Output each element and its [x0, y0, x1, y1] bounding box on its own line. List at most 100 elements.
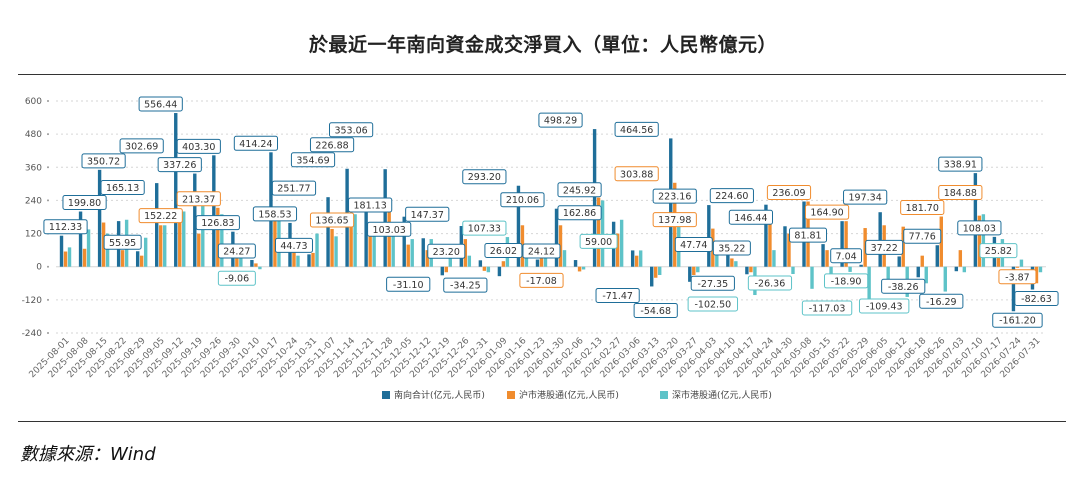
data-label: 181.13 [348, 197, 393, 213]
data-label-box [998, 269, 1037, 285]
data-label-box [462, 220, 507, 236]
data-label-box [103, 234, 142, 250]
bar-sz [962, 266, 967, 273]
data-label-box [538, 112, 583, 128]
data-label: 24.12 [522, 243, 561, 259]
data-label: 199.80 [62, 195, 107, 211]
bar-sh [787, 233, 791, 267]
bar-sz [315, 233, 319, 267]
data-label-box [405, 206, 450, 222]
bar-total [592, 129, 597, 267]
data-label: -161.20 [992, 312, 1043, 328]
data-label-box [881, 278, 926, 294]
data-label: 556.44 [138, 96, 183, 112]
data-label: -109.43 [858, 298, 910, 314]
data-label: 81.81 [789, 227, 828, 243]
data-label-text: -38.26 [888, 282, 919, 293]
data-label: 103.03 [367, 221, 412, 237]
data-label-text: 210.06 [506, 195, 539, 206]
legend-item: 南向合计(亿元,人民币) [382, 389, 485, 401]
bar-sz [696, 266, 700, 273]
data-label-box [274, 237, 313, 253]
data-label: -54.68 [633, 302, 678, 318]
data-label-box [938, 156, 983, 172]
bar-sh [596, 197, 601, 267]
bar-sh [749, 266, 753, 273]
data-label-text: 35.22 [718, 243, 745, 254]
data-label-text: 224.60 [715, 191, 748, 202]
bar-sh [254, 263, 258, 267]
y-tick-label: -120 [22, 296, 43, 306]
bar-sh [368, 236, 372, 267]
data-label-box [557, 182, 602, 198]
bar-sh [235, 255, 239, 267]
bar-total [497, 266, 502, 277]
data-label-text: 81.81 [794, 231, 821, 242]
bar-total [250, 260, 254, 267]
x-axis: 2025-08-012025-08-082025-08-152025-08-22… [28, 336, 1043, 380]
data-label-text: -54.68 [640, 306, 671, 317]
bar-sh [558, 225, 563, 267]
data-label: 24.27 [217, 243, 256, 259]
y-tick-label: 480 [25, 130, 42, 140]
data-label: 354.69 [290, 152, 336, 168]
source-note: 數據來源：Wind [20, 444, 156, 465]
bar-total [440, 266, 444, 276]
bar-total [212, 155, 216, 267]
bar-sh [920, 255, 924, 267]
bar-sh [101, 222, 106, 267]
data-label-text: 77.76 [909, 232, 936, 243]
bar-sz [600, 200, 605, 267]
data-label-text: 181.70 [906, 203, 939, 214]
data-label-text: 414.24 [239, 139, 272, 150]
data-label-box [919, 293, 964, 309]
data-label-text: 126.83 [201, 218, 234, 229]
bar-sh [844, 221, 848, 267]
data-label-text: 226.88 [315, 140, 348, 151]
y-axis: 600 480 360 240 120 0 -120 -240 [22, 97, 49, 339]
bar-sz [486, 266, 491, 273]
bar-sz [391, 225, 395, 267]
data-label: 77.76 [903, 228, 942, 244]
legend-label: 沪市港股通(亿元,人民币) [519, 389, 619, 401]
bar-total [402, 216, 406, 267]
bar-sh [977, 215, 982, 267]
data-label-box [443, 277, 488, 293]
bar-total [707, 205, 711, 267]
data-label-box [233, 135, 279, 151]
bar-total [840, 221, 844, 267]
bar-sh [1034, 266, 1039, 284]
data-label: 158.53 [252, 206, 298, 222]
data-label-box [865, 239, 904, 255]
bar-sh [463, 239, 468, 267]
bar-sz [220, 214, 224, 267]
bar-sh [387, 211, 391, 267]
data-label: 55.95 [103, 234, 142, 250]
data-label-text: 353.06 [334, 125, 367, 136]
bar-sh [577, 266, 582, 272]
data-label-box [830, 248, 862, 264]
data-label-box [900, 200, 945, 216]
data-label: 112.33 [43, 219, 88, 235]
data-label-text: 236.09 [772, 188, 805, 199]
data-label: 162.86 [557, 205, 602, 221]
bar-total [630, 250, 635, 267]
data-label-text: -26.36 [755, 278, 786, 289]
data-label: 414.24 [233, 135, 279, 151]
data-label-text: 293.20 [468, 172, 501, 183]
bar-total [764, 204, 768, 267]
bar-sh [273, 219, 277, 267]
bar-sh [406, 244, 410, 267]
data-label: 7.04 [830, 248, 862, 264]
data-label-box [652, 212, 697, 228]
data-label-box [176, 191, 221, 207]
data-label-text: 108.03 [963, 223, 996, 234]
data-label-box [195, 215, 240, 231]
bar-sz [867, 266, 871, 300]
data-label: 44.73 [274, 237, 313, 253]
bar-sh [292, 250, 296, 267]
bar-sh [634, 255, 639, 267]
bar-sz [1019, 259, 1024, 267]
data-label-text: 197.34 [849, 193, 882, 204]
bar-sz [638, 250, 643, 267]
